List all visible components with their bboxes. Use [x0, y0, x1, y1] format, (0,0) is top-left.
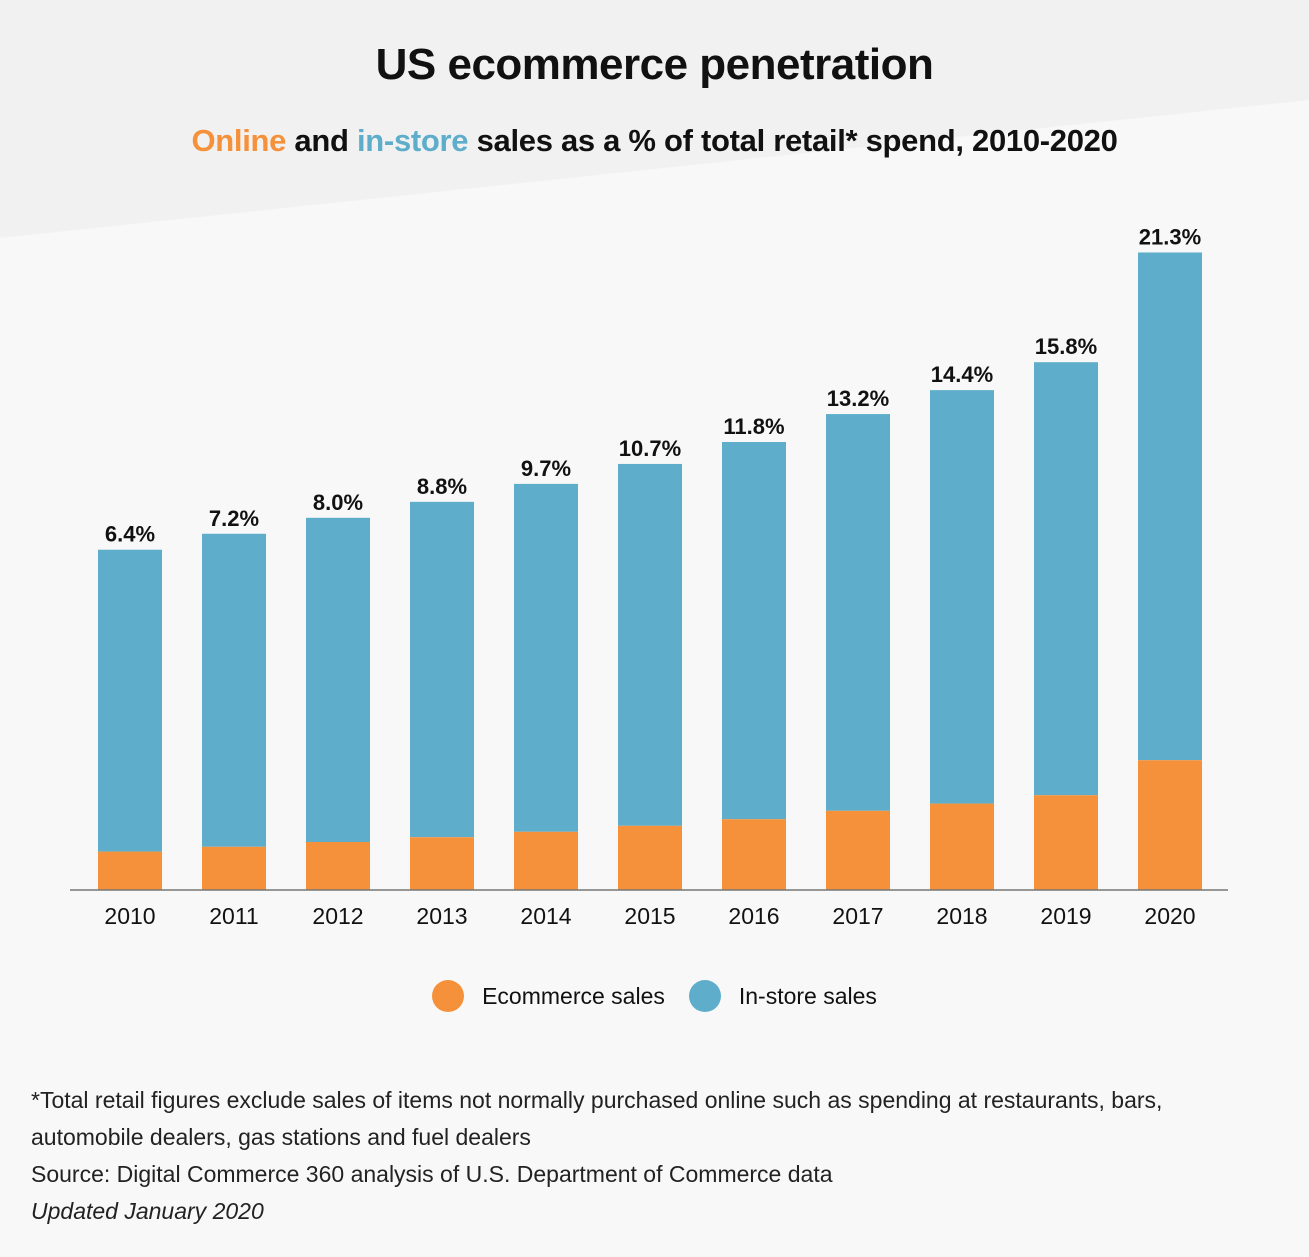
data-label-2019: 15.8% — [1035, 334, 1097, 359]
bar-instore-2013 — [410, 501, 474, 838]
chart-subtitle: Online and in-store sales as a % of tota… — [0, 123, 1309, 159]
x-tick-label-2016: 2016 — [728, 903, 779, 929]
x-tick-label-2011: 2011 — [209, 903, 258, 929]
bar-ecommerce-2010 — [98, 851, 162, 890]
bar-instore-2011 — [202, 533, 266, 847]
bar-instore-2014 — [514, 483, 578, 832]
subtitle-instore-word: in-store — [356, 123, 469, 158]
bar-instore-2020 — [1138, 252, 1202, 761]
bar-ecommerce-2014 — [514, 831, 578, 890]
bar-ecommerce-2011 — [202, 846, 266, 890]
source-note: Source: Digital Commerce 360 analysis of… — [31, 1161, 833, 1187]
subtitle-rest: sales as a % of total retail* spend, 201… — [476, 123, 1118, 158]
bar-ecommerce-2019 — [1034, 795, 1098, 890]
bar-instore-2019 — [1034, 362, 1098, 796]
x-tick-label-2019: 2019 — [1040, 903, 1091, 929]
data-label-2013: 8.8% — [417, 474, 467, 499]
data-label-2018: 14.4% — [931, 362, 993, 387]
x-tick-label-2015: 2015 — [624, 903, 675, 929]
data-label-2016: 11.8% — [723, 414, 784, 439]
chart-legend: Ecommerce sales In-store sales — [0, 980, 1309, 1012]
x-tick-label-2010: 2010 — [104, 903, 155, 929]
bar-ecommerce-2013 — [410, 837, 474, 890]
stacked-bar-chart: 6.4% 2010 7.2% 2011 8.0% 2012 8.8% 2013 9.7% 2014… — [70, 224, 1228, 929]
subtitle-and-word: and — [294, 123, 349, 158]
updated-note: Updated January 2020 — [31, 1198, 264, 1224]
bar-ecommerce-2020 — [1138, 760, 1202, 890]
bar-instore-2016 — [722, 441, 786, 820]
chart-title: US ecommerce penetration — [375, 40, 934, 89]
x-tick-label-2020: 2020 — [1144, 903, 1195, 929]
legend-item-instore: In-store sales — [688, 980, 877, 1012]
data-label-2011: 7.2% — [209, 506, 259, 531]
data-label-2012: 8.0% — [313, 490, 363, 515]
bar-instore-2015 — [618, 463, 682, 826]
legend-item-ecommerce: Ecommerce sales — [432, 980, 665, 1012]
legend-swatch-instore — [688, 980, 721, 1012]
bar-ecommerce-2018 — [930, 803, 994, 890]
legend-label-instore: In-store sales — [738, 982, 877, 1009]
bar-instore-2010 — [98, 549, 162, 852]
bar-ecommerce-2012 — [306, 842, 370, 890]
x-tick-label-2014: 2014 — [520, 903, 571, 929]
subtitle-online-word: Online — [191, 123, 287, 158]
legend-swatch-ecommerce — [432, 980, 465, 1012]
bar-instore-2012 — [306, 517, 370, 842]
footnotes: *Total retail figures exclude sales of i… — [31, 1082, 1281, 1230]
bar-instore-2017 — [826, 414, 890, 811]
x-tick-label-2013: 2013 — [416, 903, 467, 929]
x-tick-label-2018: 2018 — [936, 903, 987, 929]
header-background-band — [0, 0, 1309, 238]
footnote-line-1: *Total retail figures exclude sales of i… — [31, 1087, 1163, 1113]
data-label-2020: 21.3% — [1139, 224, 1201, 249]
bar-ecommerce-2017 — [826, 810, 890, 890]
legend-label-ecommerce: Ecommerce sales — [482, 982, 665, 1009]
data-label-2010: 6.4% — [105, 522, 155, 547]
bar-ecommerce-2015 — [618, 825, 682, 890]
bar-ecommerce-2016 — [722, 819, 786, 890]
x-tick-label-2017: 2017 — [832, 903, 883, 929]
data-label-2015: 10.7% — [619, 436, 681, 461]
x-tick-label-2012: 2012 — [312, 903, 363, 929]
footnote-line-2: automobile dealers, gas stations and fue… — [31, 1124, 531, 1150]
bar-instore-2018 — [930, 390, 994, 804]
data-label-2017: 13.2% — [827, 386, 889, 411]
data-label-2014: 9.7% — [521, 456, 571, 481]
